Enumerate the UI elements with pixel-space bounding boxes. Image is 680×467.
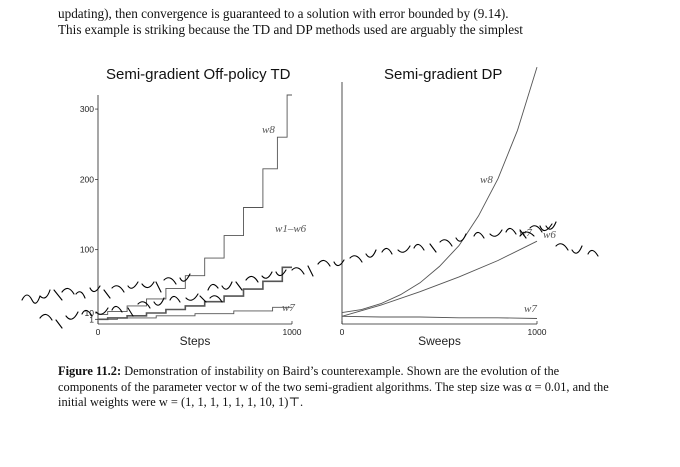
x-axis-label-td: Steps [180, 334, 211, 348]
series-line-td-1 [98, 266, 292, 321]
label-dp-w6: w6 [543, 229, 556, 241]
figure-caption: Figure 11.2: Demonstration of instabilit… [58, 364, 618, 411]
body-text-line-2: This example is striking because the TD … [58, 22, 523, 37]
handwriting-stroke-0 [21, 273, 191, 304]
label-td-w7: w7 [282, 302, 295, 314]
body-text-line-1: updating), then convergence is guarantee… [58, 6, 509, 21]
series-line-dp-1 [341, 240, 538, 317]
y-tick-label-td-0: 1 [89, 314, 94, 324]
x-tick-label-td-0: 0 [96, 327, 101, 337]
chart-title-dp: Semi-gradient DP [384, 66, 503, 83]
handwriting-stroke-1 [207, 247, 393, 291]
series-line-td-0 [98, 94, 292, 315]
handwriting-stroke-3 [519, 223, 599, 257]
y-tick-label-td-3: 200 [80, 174, 94, 184]
label-dp-w7-bottom: w7 [524, 303, 537, 315]
y-tick-label-td-4: 300 [80, 104, 94, 114]
handwriting-stroke-4 [39, 293, 223, 329]
chart-title-td: Semi-gradient Off-policy TD [106, 66, 291, 83]
x-tick-label-dp-0: 0 [340, 327, 345, 337]
x-axis-label-dp: Sweeps [418, 334, 461, 348]
label-td-w8: w8 [262, 124, 275, 136]
label-dp-w8: w8 [480, 174, 493, 186]
caption-figure-number: Figure 11.2: [58, 364, 122, 378]
series-line-td-2 [98, 306, 292, 320]
x-tick-label-dp-1: 1000 [528, 327, 547, 337]
caption-text: Demonstration of instability on Baird’s … [58, 364, 609, 409]
series-line-dp-0 [341, 66, 538, 314]
label-td-w1-w6: w1–w6 [275, 223, 307, 235]
label-dp-w7: w7 [519, 227, 532, 239]
y-tick-label-td-2: 100 [80, 245, 94, 255]
series-line-dp-2 [341, 315, 538, 319]
handwriting-stroke-2 [397, 221, 557, 253]
x-tick-label-td-1: 1000 [283, 327, 302, 337]
